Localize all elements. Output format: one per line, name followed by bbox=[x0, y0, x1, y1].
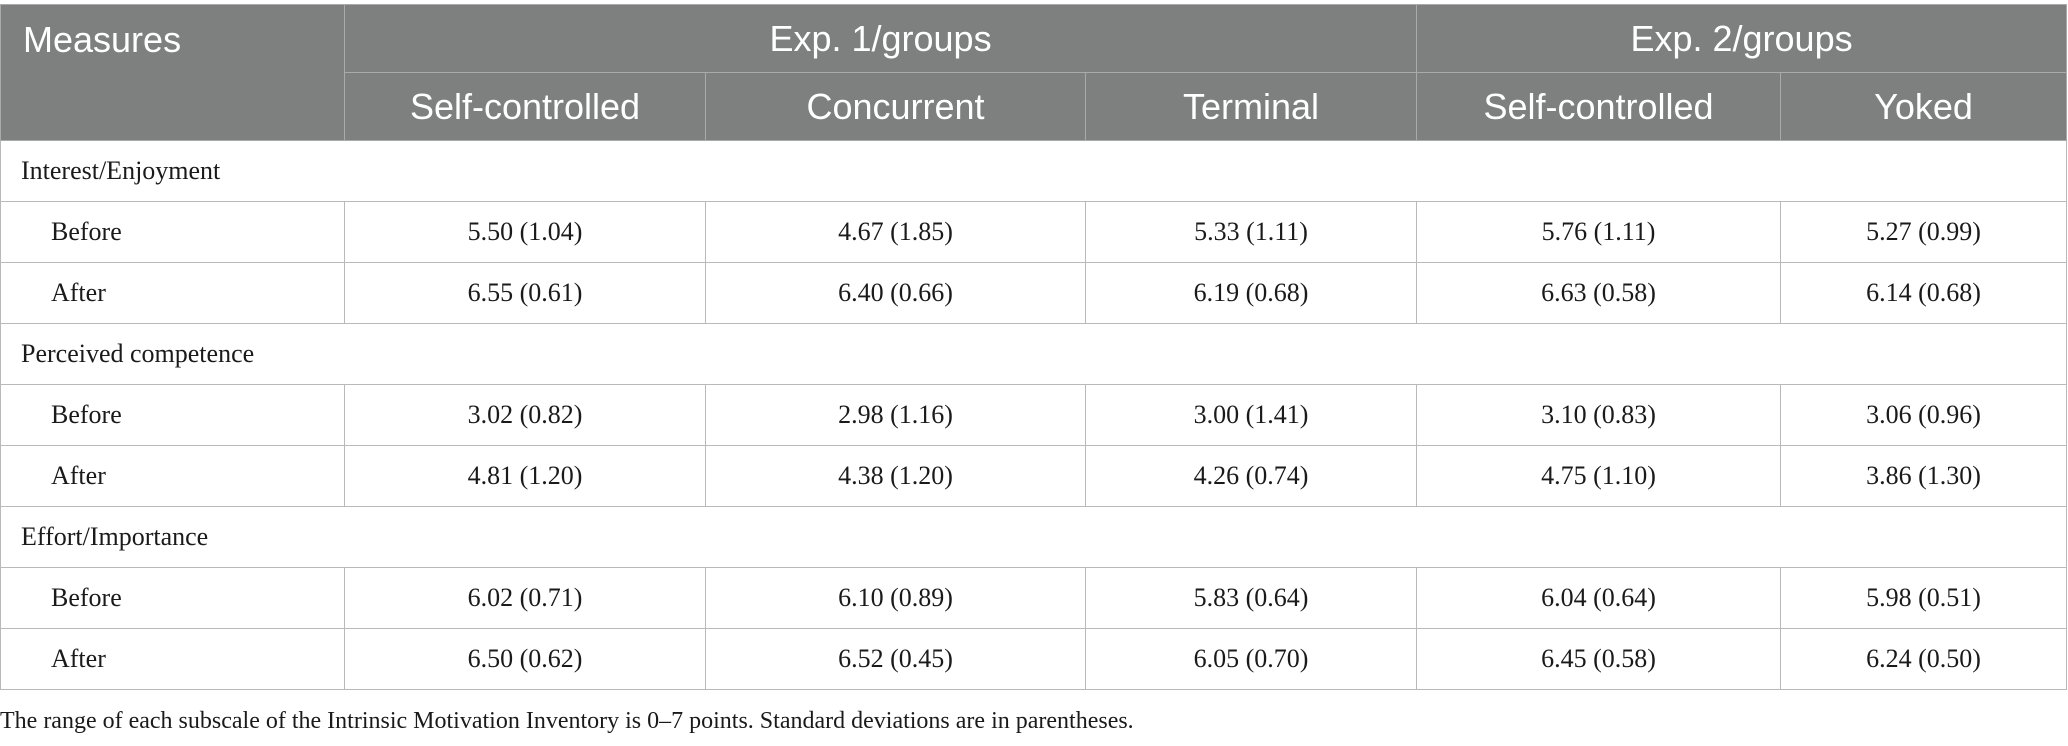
table-cell: 6.52 (0.45) bbox=[705, 628, 1086, 690]
table-cell: 6.40 (0.66) bbox=[705, 262, 1086, 324]
row-label: After bbox=[0, 628, 345, 690]
table-row: After 6.50 (0.62) 6.52 (0.45) 6.05 (0.70… bbox=[0, 628, 2068, 690]
table-cell: 4.26 (0.74) bbox=[1084, 445, 1418, 507]
row-label: Before bbox=[0, 384, 345, 446]
table-cell: 4.38 (1.20) bbox=[705, 445, 1086, 507]
table-cell: 4.81 (1.20) bbox=[344, 445, 706, 507]
table-cell: 6.02 (0.71) bbox=[344, 567, 706, 629]
table-cell: 3.10 (0.83) bbox=[1416, 384, 1782, 446]
table-cell: 4.67 (1.85) bbox=[705, 201, 1086, 263]
section-row-perceived-competence: Perceived competence bbox=[0, 323, 2068, 385]
section-title: Effort/Importance bbox=[0, 506, 2068, 568]
exp1-header: Exp. 1/groups bbox=[343, 4, 1418, 73]
table-cell: 3.06 (0.96) bbox=[1780, 384, 2068, 446]
table-cell: 6.45 (0.58) bbox=[1416, 628, 1782, 690]
group-header-exp1-terminal: Terminal bbox=[1084, 72, 1418, 141]
table-row: After 6.55 (0.61) 6.40 (0.66) 6.19 (0.68… bbox=[0, 262, 2068, 324]
results-table: Measures Exp. 1/groups Exp. 2/groups Sel… bbox=[0, 4, 2068, 690]
table-cell: 5.83 (0.64) bbox=[1084, 567, 1418, 629]
table-cell: 6.04 (0.64) bbox=[1416, 567, 1782, 629]
table-cell: 6.50 (0.62) bbox=[344, 628, 706, 690]
table-cell: 5.98 (0.51) bbox=[1780, 567, 2068, 629]
table-cell: 6.24 (0.50) bbox=[1780, 628, 2068, 690]
header-row-experiments: Measures Exp. 1/groups Exp. 2/groups bbox=[0, 4, 2068, 141]
table-cell: 5.50 (1.04) bbox=[344, 201, 706, 263]
row-label: After bbox=[0, 262, 345, 324]
table-cell: 5.27 (0.99) bbox=[1780, 201, 2068, 263]
table-header: Measures Exp. 1/groups Exp. 2/groups Sel… bbox=[0, 4, 2068, 141]
group-header-exp2-yoked: Yoked bbox=[1780, 72, 2068, 141]
table-cell: 3.86 (1.30) bbox=[1780, 445, 2068, 507]
section-row-interest-enjoyment: Interest/Enjoyment bbox=[0, 140, 2068, 202]
table-cell: 3.02 (0.82) bbox=[344, 384, 706, 446]
group-header-exp2-self-controlled: Self-controlled bbox=[1416, 72, 1782, 141]
table-cell: 6.55 (0.61) bbox=[344, 262, 706, 324]
table-cell: 3.00 (1.41) bbox=[1084, 384, 1418, 446]
group-header-exp1-concurrent: Concurrent bbox=[705, 72, 1086, 141]
table-cell: 6.63 (0.58) bbox=[1416, 262, 1782, 324]
exp2-header: Exp. 2/groups bbox=[1416, 4, 2068, 73]
table-cell: 5.76 (1.11) bbox=[1416, 201, 1782, 263]
section-title: Perceived competence bbox=[0, 323, 2068, 385]
row-label: After bbox=[0, 445, 345, 507]
table-row: Before 6.02 (0.71) 6.10 (0.89) 5.83 (0.6… bbox=[0, 567, 2068, 629]
row-label: Before bbox=[0, 201, 345, 263]
section-row-effort-importance: Effort/Importance bbox=[0, 506, 2068, 568]
section-title: Interest/Enjoyment bbox=[0, 140, 2068, 202]
header-row-groups: Self-controlled Concurrent Terminal Self… bbox=[1, 72, 2068, 141]
table-cell: 4.75 (1.10) bbox=[1416, 445, 1782, 507]
table-row: Before 3.02 (0.82) 2.98 (1.16) 3.00 (1.4… bbox=[0, 384, 2068, 446]
table-body: Interest/Enjoyment Before 5.50 (1.04) 4.… bbox=[0, 140, 2068, 690]
table-cell: 2.98 (1.16) bbox=[705, 384, 1086, 446]
group-header-exp1-self-controlled: Self-controlled bbox=[344, 72, 706, 141]
table-cell: 6.14 (0.68) bbox=[1780, 262, 2068, 324]
table-row: Before 5.50 (1.04) 4.67 (1.85) 5.33 (1.1… bbox=[0, 201, 2068, 263]
table-cell: 6.19 (0.68) bbox=[1084, 262, 1418, 324]
table-cell: 5.33 (1.11) bbox=[1084, 201, 1418, 263]
table-footnote: The range of each subscale of the Intrin… bbox=[0, 708, 1134, 734]
table-cell: 6.05 (0.70) bbox=[1084, 628, 1418, 690]
table-cell: 6.10 (0.89) bbox=[705, 567, 1086, 629]
measures-header: Measures bbox=[0, 4, 345, 141]
row-label: Before bbox=[0, 567, 345, 629]
table-row: After 4.81 (1.20) 4.38 (1.20) 4.26 (0.74… bbox=[0, 445, 2068, 507]
